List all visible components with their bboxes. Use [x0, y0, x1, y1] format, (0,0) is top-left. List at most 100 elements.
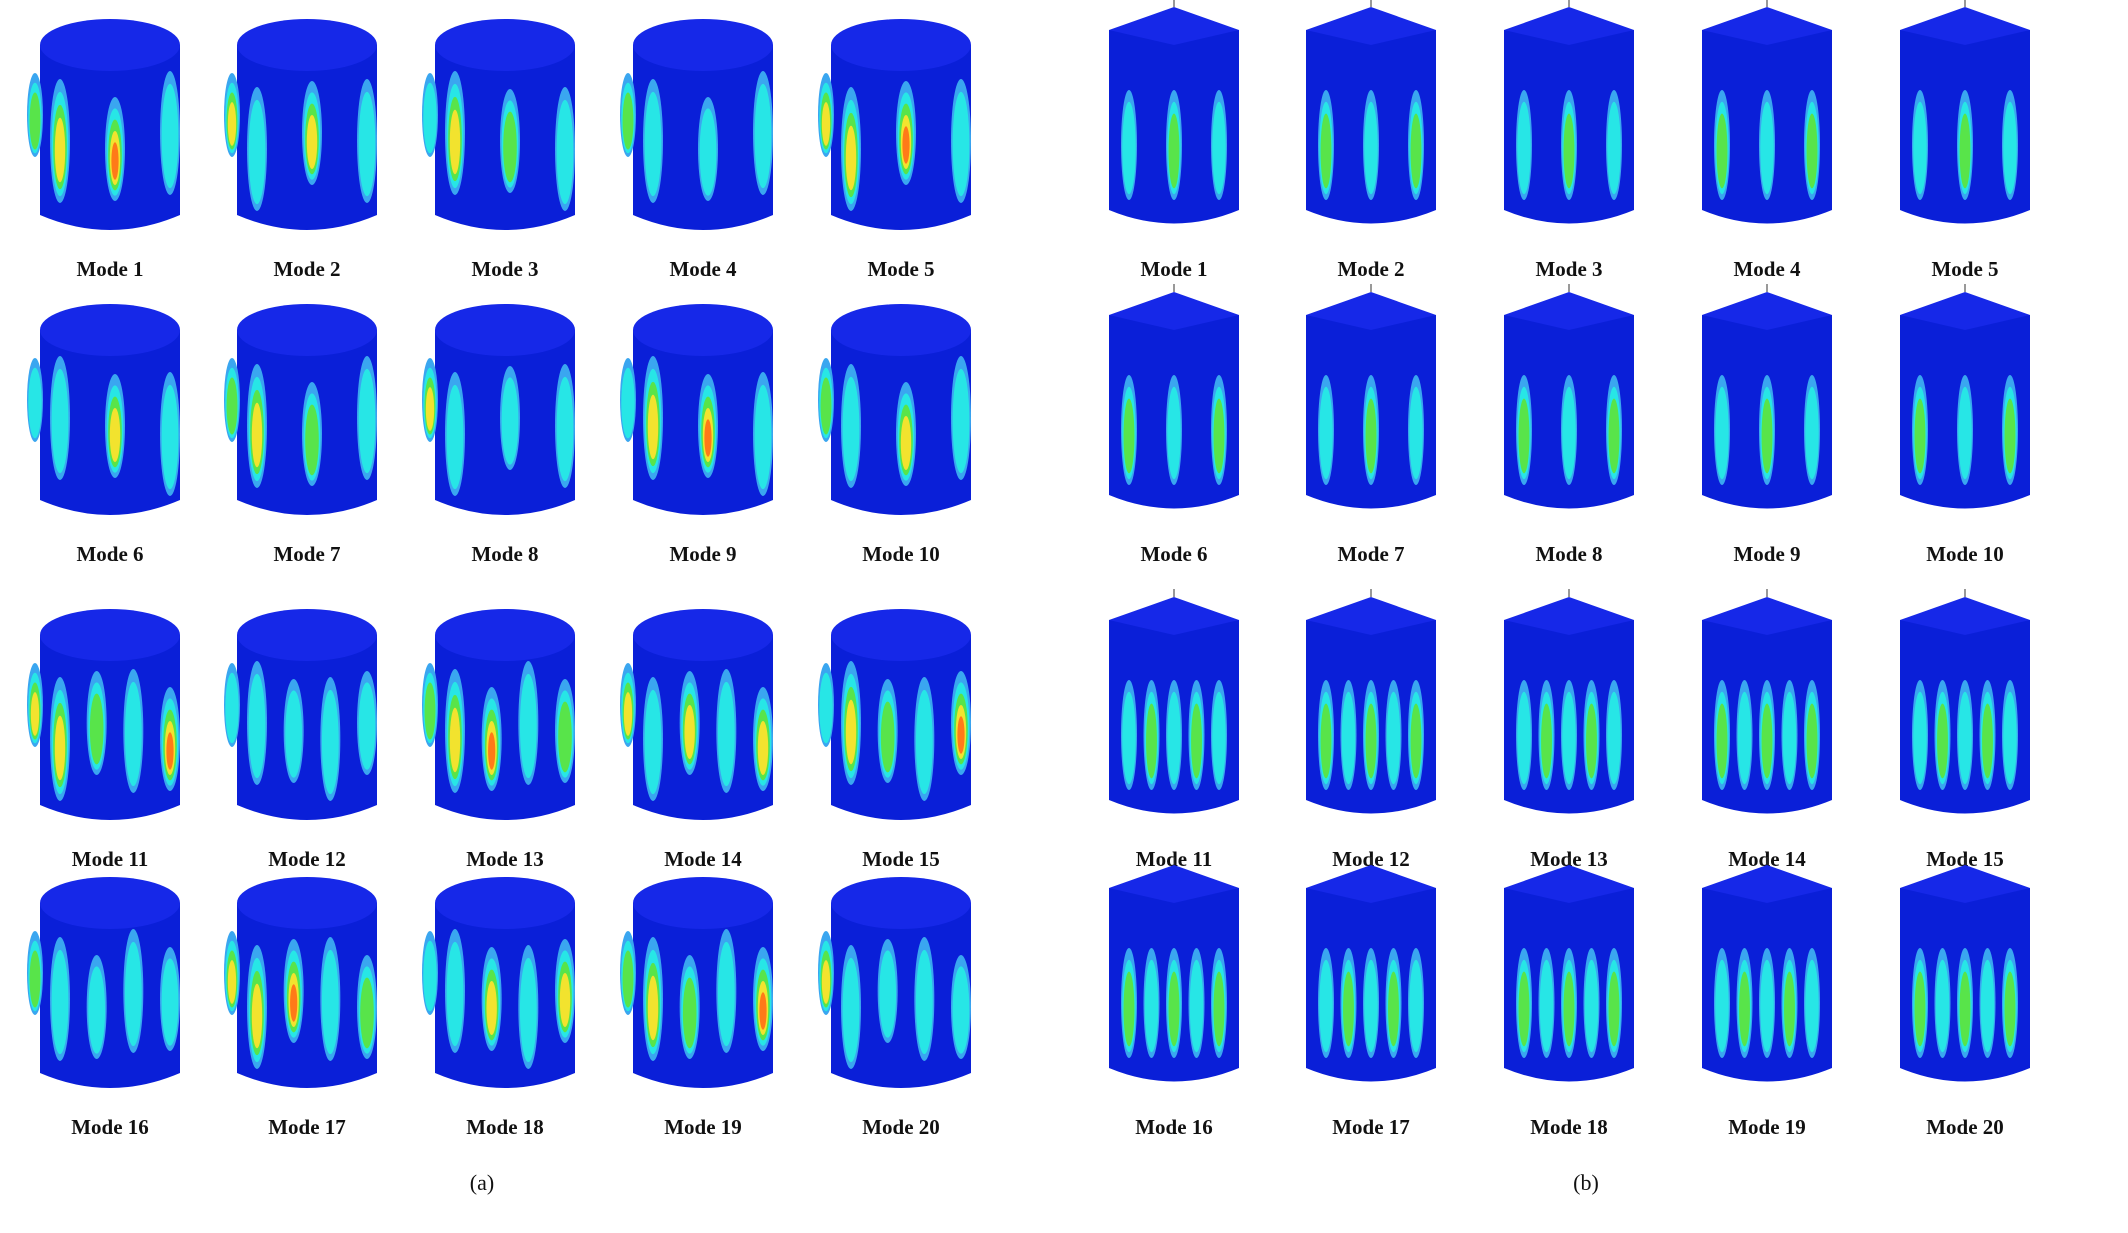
cylinder-shape — [818, 304, 971, 515]
mode-label: Mode 5 — [867, 257, 935, 281]
capped-cylinder-shape — [1504, 284, 1634, 509]
mode-shape-graphic — [1504, 857, 1634, 1082]
mode-shape-graphic — [1306, 857, 1436, 1082]
mode-shape-graphic — [1504, 0, 1634, 224]
mode-figure: Mode 20 — [1870, 857, 2060, 1148]
mode-figure: Mode 16 — [15, 863, 205, 1148]
mode-shape-graphic — [620, 877, 773, 1088]
mode-shape-graphic — [818, 19, 971, 230]
mode-shape-graphic — [224, 877, 377, 1088]
cylinder-shape — [620, 304, 773, 515]
capped-cylinder-shape — [1109, 589, 1239, 814]
mode-label: Mode 7 — [1337, 542, 1405, 566]
mode-figure: Mode 2 — [212, 5, 402, 290]
panel-b-caption: (b) — [1573, 1170, 1599, 1195]
mode-label: Mode 16 — [1135, 1115, 1213, 1139]
mode-shape-graphic — [1306, 284, 1436, 509]
capped-cylinder-shape — [1504, 0, 1634, 224]
mode-label: Mode 18 — [1530, 1115, 1608, 1139]
capped-cylinder-shape — [1900, 0, 2030, 224]
mode-label: Mode 1 — [76, 257, 144, 281]
mode-shape-graphic — [224, 19, 377, 230]
mode-shape-graphic — [1504, 589, 1634, 814]
capped-cylinder-shape — [1306, 857, 1436, 1082]
mode-shape-graphic — [1900, 0, 2030, 224]
mode-label: Mode 14 — [664, 847, 742, 871]
mode-figure: Mode 15 — [806, 595, 996, 880]
mode-figure: Mode 11 — [1079, 589, 1269, 880]
mode-figure: Mode 9 — [608, 290, 798, 575]
cylinder-shape — [224, 877, 377, 1088]
mode-shape-graphic — [1702, 0, 1832, 224]
capped-cylinder-shape — [1306, 0, 1436, 224]
mode-label: Mode 10 — [862, 542, 940, 566]
capped-cylinder-shape — [1702, 284, 1832, 509]
mode-label: Mode 16 — [71, 1115, 149, 1139]
mode-label: Mode 15 — [862, 847, 940, 871]
mode-figure: Mode 20 — [806, 863, 996, 1148]
cylinder-shape — [27, 19, 180, 230]
mode-shape-graphic — [1306, 589, 1436, 814]
mode-label: Mode 4 — [669, 257, 737, 281]
mode-figure: Mode 12 — [212, 595, 402, 880]
mode-label: Mode 2 — [1337, 257, 1405, 281]
mode-figure: Mode 16 — [1079, 857, 1269, 1148]
mode-figure: Mode 7 — [1276, 284, 1466, 575]
mode-figure: Mode 13 — [410, 595, 600, 880]
mode-shape-graphic — [1702, 857, 1832, 1082]
mode-shape-graphic — [620, 609, 773, 820]
mode-shape-graphic — [422, 304, 575, 515]
cylinder-shape — [224, 304, 377, 515]
mode-label: Mode 12 — [268, 847, 346, 871]
cylinder-shape — [818, 609, 971, 820]
mode-figure: Mode 11 — [15, 595, 205, 880]
mode-shape-graphic — [1109, 857, 1239, 1082]
mode-shape-graphic — [27, 609, 180, 820]
mode-figure: Mode 12 — [1276, 589, 1466, 880]
mode-label: Mode 19 — [1728, 1115, 1806, 1139]
mode-figure: Mode 3 — [1474, 0, 1664, 290]
capped-cylinder-shape — [1900, 284, 2030, 509]
mode-figure: Mode 7 — [212, 290, 402, 575]
mode-label: Mode 9 — [669, 542, 737, 566]
mode-label: Mode 5 — [1931, 257, 1999, 281]
mode-figure: Mode 2 — [1276, 0, 1466, 290]
mode-shape-graphic — [1702, 284, 1832, 509]
cylinder-shape — [27, 304, 180, 515]
cylinder-shape — [620, 609, 773, 820]
capped-cylinder-shape — [1306, 589, 1436, 814]
mode-figure: Mode 18 — [410, 863, 600, 1148]
mode-label: Mode 13 — [466, 847, 544, 871]
capped-cylinder-shape — [1702, 857, 1832, 1082]
mode-figure: Mode 4 — [608, 5, 798, 290]
mode-label: Mode 10 — [1926, 542, 2004, 566]
mode-shape-graphic — [1900, 284, 2030, 509]
mode-label: Mode 3 — [1535, 257, 1603, 281]
mode-figure: Mode 19 — [1672, 857, 1862, 1148]
mode-figure: Mode 10 — [806, 290, 996, 575]
capped-cylinder-shape — [1504, 589, 1634, 814]
panel-b-capped-cylinder-modes: Mode 1 Mode 2 Mode 3 Mode 4 Mode 5 Mode 6 Mode… — [1064, 0, 2128, 1233]
mode-label: Mode 8 — [471, 542, 539, 566]
mode-shape-graphic — [1504, 284, 1634, 509]
mode-figure: Mode 6 — [15, 290, 205, 575]
cylinder-shape — [620, 19, 773, 230]
cylinder-shape — [27, 609, 180, 820]
mode-label: Mode 18 — [466, 1115, 544, 1139]
capped-cylinder-shape — [1109, 857, 1239, 1082]
cylinder-shape — [422, 609, 575, 820]
mode-shape-graphic — [422, 877, 575, 1088]
cylinder-shape — [422, 877, 575, 1088]
mode-shape-graphic — [620, 304, 773, 515]
panel-a-cylinder-modes: Mode 1 Mode 2 Mode 3 Mode 4 Mode 5 Mode 6 Mode… — [15, 5, 996, 1148]
mode-label: Mode 17 — [268, 1115, 346, 1139]
cylinder-shape — [422, 19, 575, 230]
mode-label: Mode 3 — [471, 257, 539, 281]
cylinder-shape — [224, 19, 377, 230]
mode-shape-graphic — [818, 609, 971, 820]
mode-label: Mode 9 — [1733, 542, 1801, 566]
mode-shape-graphic — [27, 877, 180, 1088]
mode-label: Mode 19 — [664, 1115, 742, 1139]
mode-shape-graphic — [27, 19, 180, 230]
mode-figure: Mode 5 — [806, 5, 996, 290]
